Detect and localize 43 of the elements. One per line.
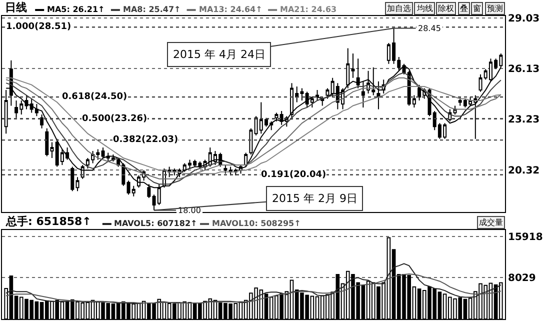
candlestick (76, 176, 80, 192)
candlestick (224, 164, 228, 174)
candlestick (101, 147, 105, 158)
candlestick (274, 112, 278, 122)
text: 均线 (416, 4, 433, 13)
text: 成交量 (479, 218, 503, 227)
y-tick-label: 20.32 (508, 165, 540, 176)
candlestick (376, 80, 380, 110)
y-tick-label: 15918 (508, 232, 543, 244)
legend-label: MA5: 26.21↑ (47, 5, 105, 14)
legend-label: MAVOL10: 508295↑ (212, 219, 301, 228)
line-series (6, 273, 502, 304)
candlestick (326, 88, 330, 100)
candlestick (40, 114, 44, 129)
legend-label: MAVOL5: 607182↑ (114, 219, 198, 228)
line-series (6, 263, 502, 304)
candlestick (70, 166, 74, 192)
annotation: 2015 年 4月 24日 (173, 48, 266, 61)
legend-label: MA8: 25.47↑ (123, 5, 181, 14)
ref-line-label: 1.000(28.51) (6, 22, 72, 32)
text: 预测 (487, 4, 503, 13)
annotation: 28.45 (418, 24, 441, 33)
chart-title: 日线 (5, 1, 27, 14)
text: 窗 (473, 4, 481, 13)
y-tick-label: 8029 (508, 272, 536, 284)
candlestick (316, 90, 320, 101)
candlestick (249, 128, 253, 156)
legend-label: MA13: 24.64↑ (199, 5, 262, 14)
legend-label: MA21: 24.63 (280, 5, 337, 14)
candlestick (361, 80, 365, 108)
ref-line-label: 0.382(22.03) (113, 135, 178, 145)
ref-line-label: 0.191(20.04) (261, 170, 326, 180)
chart-title: 总手: 651858↑ (5, 215, 92, 228)
y-tick-label: 26.13 (508, 64, 540, 76)
text: 加自选 (387, 4, 411, 13)
candlestick (453, 105, 457, 115)
text: 叠 (460, 4, 468, 13)
y-tick-label: 23.23 (508, 114, 540, 126)
ref-line-label: 0.618(24.50) (62, 92, 128, 102)
y-tick-label: 29.03 (508, 14, 540, 25)
text: 除权 (438, 4, 454, 13)
annotation: 2015 年 2月 9日 (272, 192, 358, 205)
ref-line-label: 0.500(23.26) (82, 114, 148, 124)
